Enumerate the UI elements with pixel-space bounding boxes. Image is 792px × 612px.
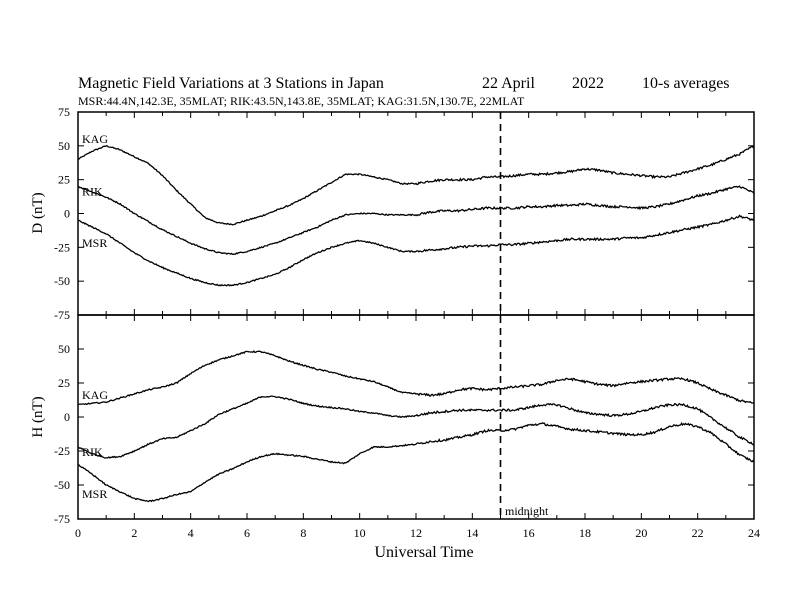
x-tick-label: 22 xyxy=(692,526,704,540)
series-line-kag-h xyxy=(77,350,755,406)
h-panel-frame xyxy=(77,314,755,520)
x-tick-label: 6 xyxy=(244,526,250,540)
y-tick-label: 50 xyxy=(58,139,70,153)
y-tick-label: 25 xyxy=(58,376,70,390)
series-line-rik-d xyxy=(77,185,755,255)
d-panel-ylabel: D (nT) xyxy=(30,192,46,233)
y-tick-label: -25 xyxy=(54,240,70,254)
station-label-rik: RIK xyxy=(82,445,103,459)
x-tick-label: 20 xyxy=(635,526,647,540)
station-label-msr: MSR xyxy=(82,236,107,250)
x-tick-label: 18 xyxy=(579,526,591,540)
series-line-msr-d xyxy=(77,214,755,287)
series-lines xyxy=(77,112,755,519)
y-tick-label: 75 xyxy=(58,105,70,119)
midnight-label: midnight xyxy=(505,504,549,518)
h-panel-ylabel: H (nT) xyxy=(30,396,46,437)
y-tick-label: -50 xyxy=(54,274,70,288)
x-tick-label: 12 xyxy=(410,526,422,540)
x-tick-label: 2 xyxy=(131,526,137,540)
station-label-msr: MSR xyxy=(82,487,107,501)
y-tick-label: 0 xyxy=(64,207,70,221)
y-tick-label: 0 xyxy=(64,410,70,424)
y-tick-label: -25 xyxy=(54,444,70,458)
x-tick-label: 4 xyxy=(188,526,194,540)
station-label-rik: RIK xyxy=(82,184,103,198)
chart-title: Magnetic Field Variations at 3 Stations … xyxy=(78,75,384,92)
x-tick-label: 14 xyxy=(466,526,478,540)
chart-averaging: 10-s averages xyxy=(642,75,730,92)
y-tick-label: 25 xyxy=(58,173,70,187)
x-tick-label: 8 xyxy=(300,526,306,540)
x-axis-label: Universal Time xyxy=(374,544,473,561)
series-line-kag-d xyxy=(77,144,755,226)
y-tick-label: 50 xyxy=(58,342,70,356)
chart-year: 2022 xyxy=(572,75,604,92)
series-labels: KAG RIK MSR KAG RIK MSR xyxy=(82,132,108,501)
chart-date: 22 April xyxy=(482,75,535,92)
x-tick-label: 16 xyxy=(523,526,535,540)
y-tick-label: -50 xyxy=(54,478,70,492)
x-tick-label: 10 xyxy=(354,526,366,540)
y-tick-label: -75 xyxy=(54,308,70,322)
series-line-msr-h xyxy=(77,421,755,503)
x-tick-label: 0 xyxy=(75,526,81,540)
station-label-kag: KAG xyxy=(82,132,108,146)
x-tick-label: 24 xyxy=(748,526,760,540)
d-panel-frame xyxy=(77,111,755,316)
y-tick-label: -75 xyxy=(54,512,70,526)
station-label-kag: KAG xyxy=(82,388,108,402)
series-line-rik-h xyxy=(77,395,755,459)
chart-station-coordinates: MSR:44.4N,142.3E, 35MLAT; RIK:43.5N,143.… xyxy=(78,94,525,108)
